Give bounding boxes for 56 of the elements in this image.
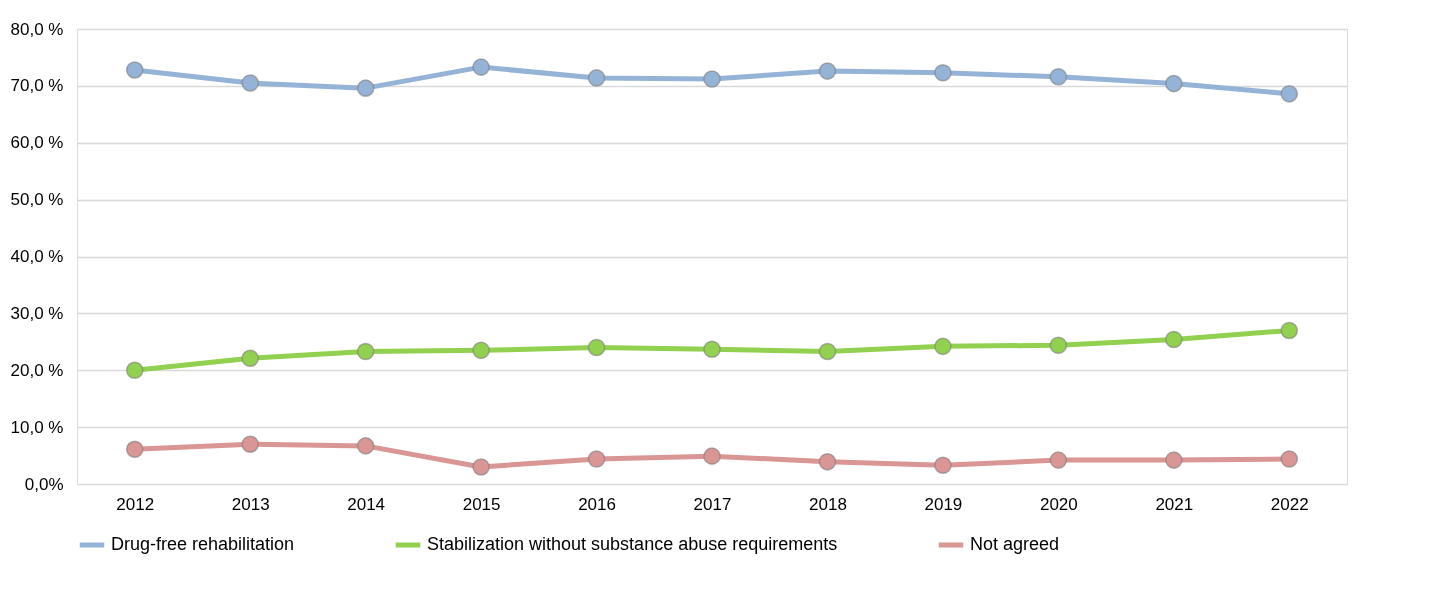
x-tick-label: 2021: [1155, 494, 1194, 514]
point: [125, 61, 144, 79]
point: [818, 342, 837, 361]
point: [1049, 336, 1068, 355]
point: [356, 79, 375, 97]
point: [1165, 330, 1183, 349]
point: [818, 62, 837, 80]
x-tick-label: 2016: [578, 494, 616, 514]
point: [703, 447, 721, 465]
point: [1280, 450, 1299, 468]
point: [356, 437, 375, 455]
x-tick-label: 2022: [1270, 494, 1309, 514]
x-tick-label: 2015: [462, 494, 501, 514]
x-tick-label: 2014: [347, 494, 386, 514]
point: [241, 349, 259, 368]
point: [125, 440, 144, 459]
x-tick-label: 2020: [1039, 494, 1078, 514]
y-tick-label: 60,0 %: [10, 133, 64, 153]
x-tick-label: 2018: [809, 494, 847, 514]
point: [703, 70, 721, 88]
y-tick-label: 0,0%: [24, 474, 64, 494]
point: [1165, 74, 1183, 93]
legend-label: Drug-free rehabilitation: [111, 534, 295, 554]
point: [1280, 321, 1299, 340]
point: [1049, 451, 1068, 469]
point: [356, 342, 375, 361]
point: [934, 337, 952, 356]
y-tick-label: 80,0 %: [10, 19, 64, 39]
x-tick-label: 2012: [116, 494, 155, 514]
y-tick-label: 70,0 %: [10, 76, 64, 96]
point: [934, 456, 952, 475]
y-tick-label: 50,0 %: [10, 190, 64, 210]
point: [125, 361, 144, 380]
point: [1165, 451, 1183, 469]
y-tick-label: 10,0 %: [10, 417, 64, 437]
x-tick-label: 2017: [693, 494, 732, 514]
point: [587, 69, 606, 87]
legend-label: Stabilization without substance abuse requirements: [427, 534, 838, 554]
point: [1049, 67, 1068, 86]
x-tick-label: 2019: [924, 494, 963, 514]
y-tick-label: 20,0 %: [10, 360, 64, 380]
point: [1280, 85, 1299, 103]
point: [472, 341, 490, 360]
point: [587, 338, 606, 357]
point: [472, 58, 490, 76]
y-tick-label: 30,0 %: [10, 303, 64, 323]
point: [241, 74, 259, 92]
point: [934, 64, 952, 82]
point: [587, 450, 606, 468]
point: [703, 340, 721, 358]
y-tick-label: 40,0 %: [10, 247, 64, 266]
point: [818, 453, 837, 471]
x-tick-label: 2013: [231, 494, 270, 514]
point: [472, 458, 490, 476]
point: [241, 435, 259, 453]
legend-label: Not agreed: [970, 534, 1060, 554]
